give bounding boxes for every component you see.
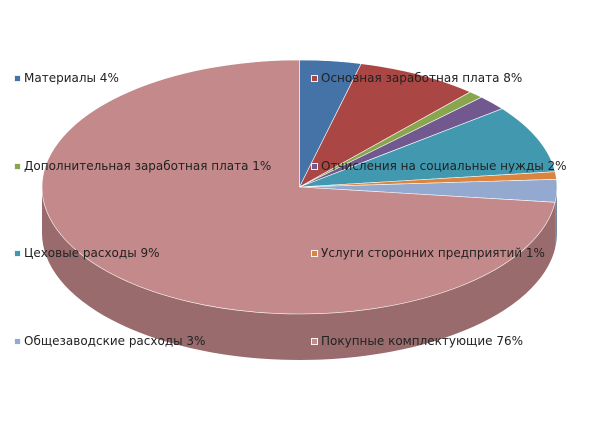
legend-item-0: Материалы 4% xyxy=(14,71,119,85)
pie-slice-side-7 xyxy=(42,187,556,361)
legend-label: Цеховые расходы 9% xyxy=(24,246,160,260)
legend-marker-5 xyxy=(311,249,318,257)
legend-item-4: Цеховые расходы 9% xyxy=(14,246,160,260)
legend-label: Дополнительная заработная плата 1% xyxy=(24,159,272,173)
legend-marker-0 xyxy=(14,74,21,82)
legend-marker-1 xyxy=(311,74,318,82)
legend-item-5: Услуги сторонних предприятий 1% xyxy=(311,246,545,260)
legend-marker-6 xyxy=(14,337,21,345)
legend-marker-3 xyxy=(311,162,318,170)
legend-label: Услуги сторонних предприятий 1% xyxy=(321,246,545,260)
pie-slice-side-6 xyxy=(555,187,557,249)
pie-slice-1 xyxy=(298,63,471,188)
legend-label: Покупные комплектующие 76% xyxy=(321,334,524,348)
pie-slice-4 xyxy=(299,108,556,188)
pie-side-walls xyxy=(42,187,557,361)
pie-slices xyxy=(41,59,558,315)
legend-item-3: Отчисления на социальные нужды 2% xyxy=(311,159,567,173)
legend-label: Общезаводские расходы 3% xyxy=(24,334,206,348)
legend-marker-2 xyxy=(14,162,21,170)
legend-item-7: Покупные комплектующие 76% xyxy=(311,334,523,348)
legend-item-2: Дополнительная заработная плата 1% xyxy=(14,159,271,173)
legend-label: Отчисления на социальные нужды 2% xyxy=(321,159,567,173)
legend-item-1: Основная заработная плата 8% xyxy=(311,71,522,85)
legend-label: Основная заработная плата 8% xyxy=(321,71,523,85)
legend-marker-7 xyxy=(311,337,318,345)
pie-slice-7 xyxy=(41,59,556,315)
legend-marker-4 xyxy=(14,249,21,257)
legend-item-6: Общезаводские расходы 3% xyxy=(14,334,205,348)
legend-label: Материалы 4% xyxy=(24,71,119,85)
